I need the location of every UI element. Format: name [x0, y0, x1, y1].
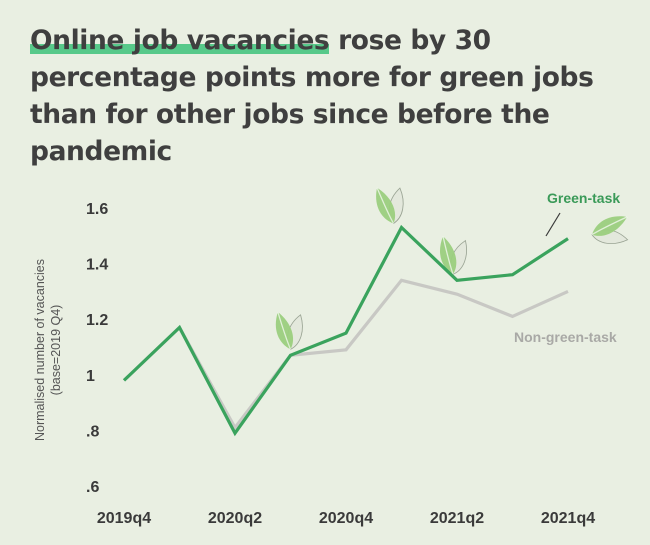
- y-tick-label: 1.4: [86, 257, 108, 274]
- x-tick-label: 2019q4: [97, 510, 151, 527]
- non-green-task-line: [122, 278, 569, 431]
- leaf-icon: [376, 187, 404, 225]
- series-labels: Green-task Non-green-task: [514, 190, 620, 345]
- y-axis-label-line-2: (base=2019 Q4): [49, 305, 63, 396]
- leaf-icon: [440, 236, 467, 275]
- x-tick-labels: 2019q4 2020q2 2020q4 2021q2 2021q4: [97, 510, 595, 527]
- green-task-line: [122, 224, 569, 437]
- y-axis-label-line-1: Normalised number of vacancies: [33, 259, 47, 441]
- x-tick-label: 2021q2: [430, 510, 484, 527]
- y-tick-label: 1.6: [86, 201, 108, 218]
- y-axis-label: Normalised number of vacancies (base=201…: [33, 259, 63, 441]
- series-label-green-task: Green-task: [547, 190, 620, 206]
- series-lines: [122, 224, 569, 437]
- y-tick-label: 1: [86, 368, 95, 385]
- leaf-decorations: [275, 187, 629, 350]
- chart-title: Online job vacancies rose by 30 percenta…: [30, 22, 630, 170]
- x-tick-label: 2021q4: [541, 510, 595, 527]
- x-tick-label: 2020q2: [208, 510, 262, 527]
- leaf-icon: [275, 311, 303, 350]
- series-label-non-green-task: Non-green-task: [514, 329, 617, 345]
- green-task-label-pointer: [545, 212, 561, 237]
- title-rest: rose by 30 percentage points more for gr…: [30, 25, 594, 167]
- y-tick-label: .6: [86, 479, 99, 496]
- y-tick-label: 1.2: [86, 312, 108, 329]
- leaf-icon: [591, 216, 629, 245]
- y-tick-labels: 1.6 1.4 1.2 1 .8 .6: [86, 201, 108, 496]
- y-tick-label: .8: [86, 423, 99, 440]
- title-highlight: Online job vacancies: [30, 25, 330, 56]
- x-tick-label: 2020q4: [319, 510, 373, 527]
